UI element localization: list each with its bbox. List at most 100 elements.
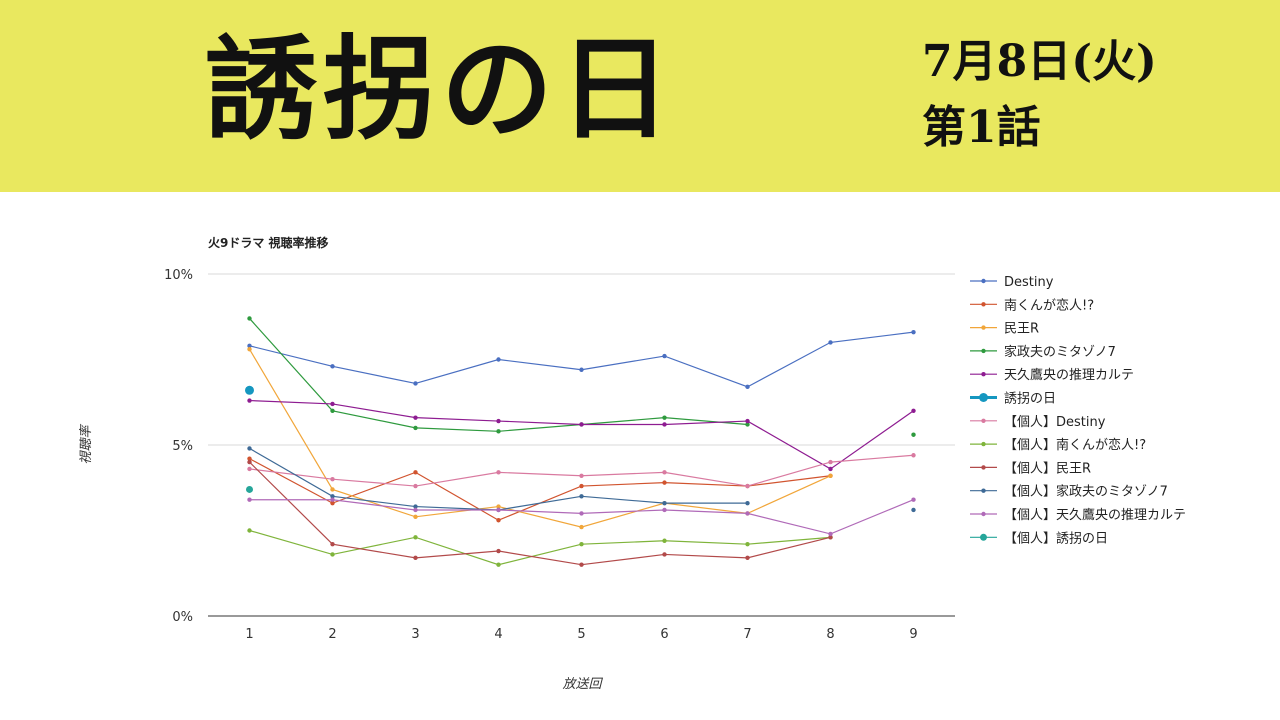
series-line (249, 331, 914, 388)
data-point (745, 500, 750, 506)
data-point (330, 500, 335, 506)
data-point (828, 340, 833, 345)
data-point (662, 480, 667, 485)
y-axis-title: 視聴率 (78, 424, 94, 465)
data-point (247, 466, 252, 472)
data-point (662, 422, 667, 427)
series-12 (246, 485, 253, 493)
data-point (828, 473, 833, 478)
data-point (662, 353, 667, 359)
series-group (245, 316, 916, 567)
data-point (662, 470, 667, 475)
legend-label: Destiny (1004, 275, 1054, 290)
legend-swatch-marker (981, 511, 986, 517)
legend-swatch-marker (981, 465, 986, 470)
ratings-line-chart: 火9ドラマ 視聴率推移 0% 5% 10% 1 2 3 4 5 6 7 8 9 視聴率 放送回 De… (78, 235, 1186, 692)
legend-swatch-marker (981, 302, 986, 307)
data-point (247, 347, 252, 352)
data-point (579, 541, 584, 547)
data-point (662, 552, 667, 557)
data-point (579, 367, 584, 372)
series-8 (247, 528, 833, 567)
y-tick-label: 0% (172, 610, 193, 625)
data-point (579, 524, 584, 530)
data-point (247, 456, 252, 461)
data-point (246, 485, 253, 493)
legend-item: 【個人】家政夫のミタゾノ7 (970, 484, 1168, 500)
data-point (496, 518, 501, 523)
data-point (745, 541, 750, 547)
data-point (911, 507, 916, 513)
data-point (911, 497, 916, 502)
legend-label: 【個人】天久鷹央の推理カルテ (1004, 508, 1186, 523)
legend-item: 【個人】Destiny (970, 415, 1106, 430)
series-6 (245, 385, 254, 395)
data-point (579, 511, 584, 516)
data-point (330, 497, 335, 502)
data-point (662, 500, 667, 506)
legend-swatch-marker (981, 441, 986, 447)
data-point (911, 453, 916, 458)
data-point (745, 418, 750, 424)
series-line (249, 461, 831, 566)
data-point (247, 446, 252, 451)
data-point (911, 432, 916, 437)
data-point (496, 562, 501, 567)
legend-item: 民王R (970, 322, 1039, 337)
data-point (247, 459, 252, 465)
series-7 (247, 453, 916, 489)
data-point (579, 483, 584, 489)
data-point (247, 343, 252, 349)
series-line (249, 458, 831, 521)
data-point (330, 408, 335, 413)
legend-item: 【個人】誘拐の日 (970, 531, 1108, 546)
legend-item: 【個人】南くんが恋人!? (970, 437, 1146, 453)
x-tick-label: 9 (909, 627, 917, 642)
legend-item: 【個人】天久鷹央の推理カルテ (970, 508, 1186, 523)
data-point (662, 538, 667, 543)
series-11 (247, 497, 916, 537)
legend-swatch-marker (981, 372, 986, 377)
legend-label: 【個人】誘拐の日 (1004, 531, 1108, 546)
legend-item: 誘拐の日 (970, 392, 1056, 407)
y-tick-label: 5% (172, 439, 193, 454)
data-point (745, 555, 750, 561)
gridlines (208, 273, 955, 617)
series-4 (247, 316, 916, 437)
legend-item: 南くんが恋人!? (970, 297, 1094, 313)
y-axis-ticks: 0% 5% 10% (164, 268, 193, 625)
series-10 (247, 446, 916, 513)
legend: Destiny 南くんが恋人!? 民王R 家政夫のミタゾノ7 天久鷹央の推理カルテ誘拐の… (970, 275, 1186, 546)
legend-label: 【個人】民王R (1004, 461, 1091, 476)
data-point (496, 429, 501, 434)
data-point (413, 514, 418, 520)
data-point (745, 483, 750, 489)
data-point (330, 487, 335, 492)
legend-swatch-marker (981, 278, 986, 284)
series-1 (247, 329, 916, 390)
data-point (413, 555, 418, 561)
data-point (745, 422, 750, 427)
data-point (579, 473, 584, 478)
data-point (828, 535, 833, 540)
data-point (330, 494, 335, 499)
drama-title: 誘拐の日 (205, 24, 677, 155)
legend-label: 誘拐の日 (1004, 392, 1056, 407)
data-point (413, 507, 418, 513)
air-date: 7月8日(火) (922, 36, 1157, 87)
data-point (662, 415, 667, 420)
legend-label: 【個人】家政夫のミタゾノ7 (1004, 484, 1168, 500)
data-point (413, 381, 418, 386)
data-point (413, 425, 418, 431)
legend-item: Destiny (970, 275, 1054, 290)
y-tick-label: 10% (164, 268, 193, 283)
legend-swatch-marker (981, 488, 986, 493)
x-axis-ticks: 1 2 3 4 5 6 7 8 9 (245, 627, 917, 642)
data-point (413, 535, 418, 540)
legend-label: 天久鷹央の推理カルテ (1004, 368, 1134, 383)
series-line (249, 529, 831, 566)
legend-label: 南くんが恋人!? (1004, 297, 1094, 313)
legend-swatch-marker (979, 393, 988, 402)
legend-label: 家政夫のミタゾノ7 (1004, 344, 1116, 360)
data-point (496, 548, 501, 554)
